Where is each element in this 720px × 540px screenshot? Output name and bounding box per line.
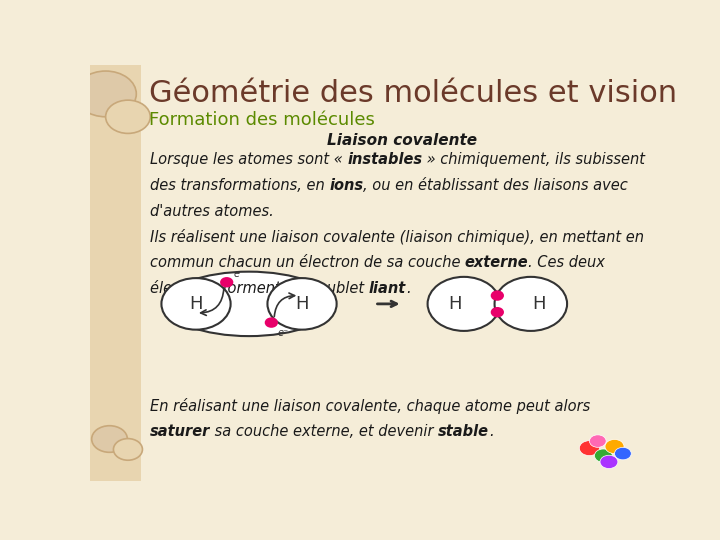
Text: d'autres atomes.: d'autres atomes. [150, 204, 274, 219]
Text: liant: liant [369, 281, 405, 296]
Text: externe: externe [465, 255, 528, 270]
Text: . Ces deux: . Ces deux [528, 255, 606, 270]
Text: saturer: saturer [150, 424, 210, 439]
Circle shape [91, 426, 127, 453]
Text: H: H [449, 295, 462, 313]
Circle shape [580, 441, 600, 456]
Text: .: . [405, 281, 410, 296]
Circle shape [595, 449, 612, 462]
Text: H: H [532, 295, 546, 313]
Circle shape [615, 447, 631, 460]
Circle shape [106, 100, 150, 133]
Circle shape [600, 455, 618, 469]
Circle shape [590, 435, 606, 447]
Text: sa couche externe, et devenir: sa couche externe, et devenir [210, 424, 438, 439]
FancyBboxPatch shape [90, 65, 141, 481]
Circle shape [221, 278, 233, 286]
Text: Ils réalisent une liaison covalente (liaison chimique), en mettant en: Ils réalisent une liaison covalente (lia… [150, 230, 644, 246]
Circle shape [492, 308, 503, 316]
Circle shape [428, 277, 500, 331]
Text: stable: stable [438, 424, 489, 439]
Text: H: H [189, 295, 203, 313]
Circle shape [75, 71, 136, 117]
Text: instables: instables [347, 152, 422, 167]
Circle shape [266, 319, 277, 327]
Text: e⁻: e⁻ [278, 328, 289, 338]
Text: Liaison covalente: Liaison covalente [328, 133, 477, 148]
Circle shape [267, 278, 337, 329]
Text: Lorsque les atomes sont «: Lorsque les atomes sont « [150, 152, 347, 167]
Text: électrons forment un doublet: électrons forment un doublet [150, 281, 369, 296]
Text: , ou en établissant des liaisons avec: , ou en établissant des liaisons avec [363, 178, 628, 193]
Text: H: H [295, 295, 309, 313]
Circle shape [605, 440, 624, 454]
Ellipse shape [166, 272, 333, 336]
Text: ions: ions [329, 178, 363, 193]
Text: .: . [489, 424, 494, 439]
Circle shape [114, 438, 143, 460]
Text: En réalisant une liaison covalente, chaque atome peut alors: En réalisant une liaison covalente, chaq… [150, 399, 590, 414]
Circle shape [492, 292, 503, 300]
Text: des transformations, en: des transformations, en [150, 178, 329, 193]
Circle shape [495, 277, 567, 331]
Text: » chimiquement, ils subissent: » chimiquement, ils subissent [422, 152, 645, 167]
Text: Formation des molécules: Formation des molécules [148, 111, 374, 129]
Text: commun chacun un électron de sa couche: commun chacun un électron de sa couche [150, 255, 465, 270]
Text: Géométrie des molécules et vision: Géométrie des molécules et vision [148, 79, 677, 109]
Text: e⁻: e⁻ [233, 269, 245, 279]
Circle shape [161, 278, 230, 329]
